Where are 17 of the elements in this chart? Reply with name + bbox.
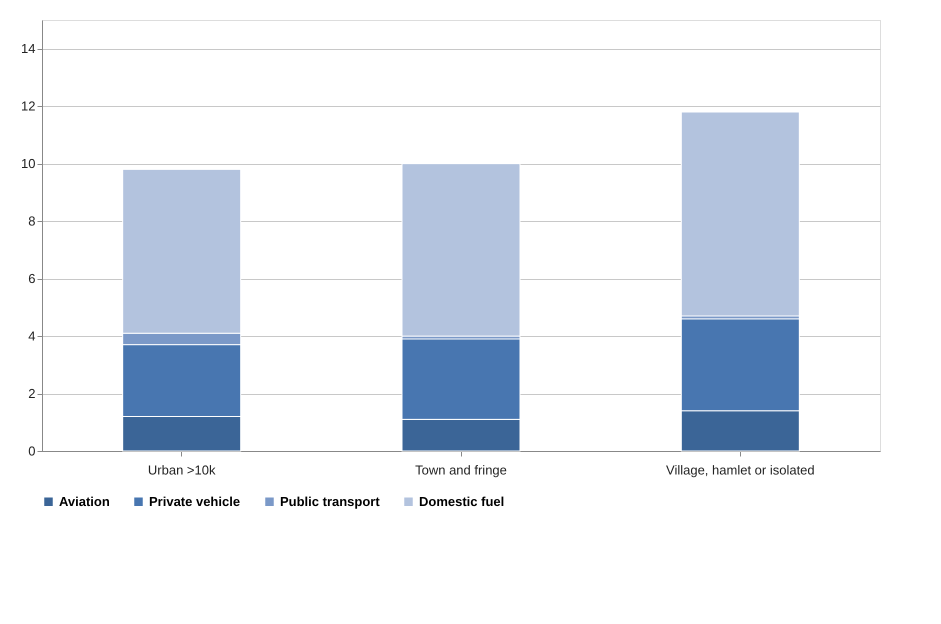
bar	[402, 163, 520, 337]
y-tick-label: 8	[28, 214, 36, 229]
y-tick-label: 12	[21, 98, 36, 114]
x-tick-label: Village, hamlet or isolated	[666, 462, 815, 478]
x-tick-label: Urban >10k	[148, 462, 216, 478]
legend-label: Aviation	[59, 494, 110, 509]
y-tick-label: 6	[28, 271, 36, 286]
y-tick-label: 14	[21, 41, 36, 56]
bar	[680, 111, 800, 316]
legend-label: Public transport	[280, 494, 380, 509]
y-tick-label: 0	[28, 444, 36, 458]
y-tick-label: 10	[21, 156, 36, 172]
y-tick-label: 4	[28, 328, 36, 344]
x-tick-label: Town and fringe	[415, 462, 507, 478]
y-tick-label: 2	[28, 386, 36, 402]
legend-label: Private vehicle	[149, 494, 240, 509]
legend-label: Domestic fuel	[419, 494, 504, 509]
